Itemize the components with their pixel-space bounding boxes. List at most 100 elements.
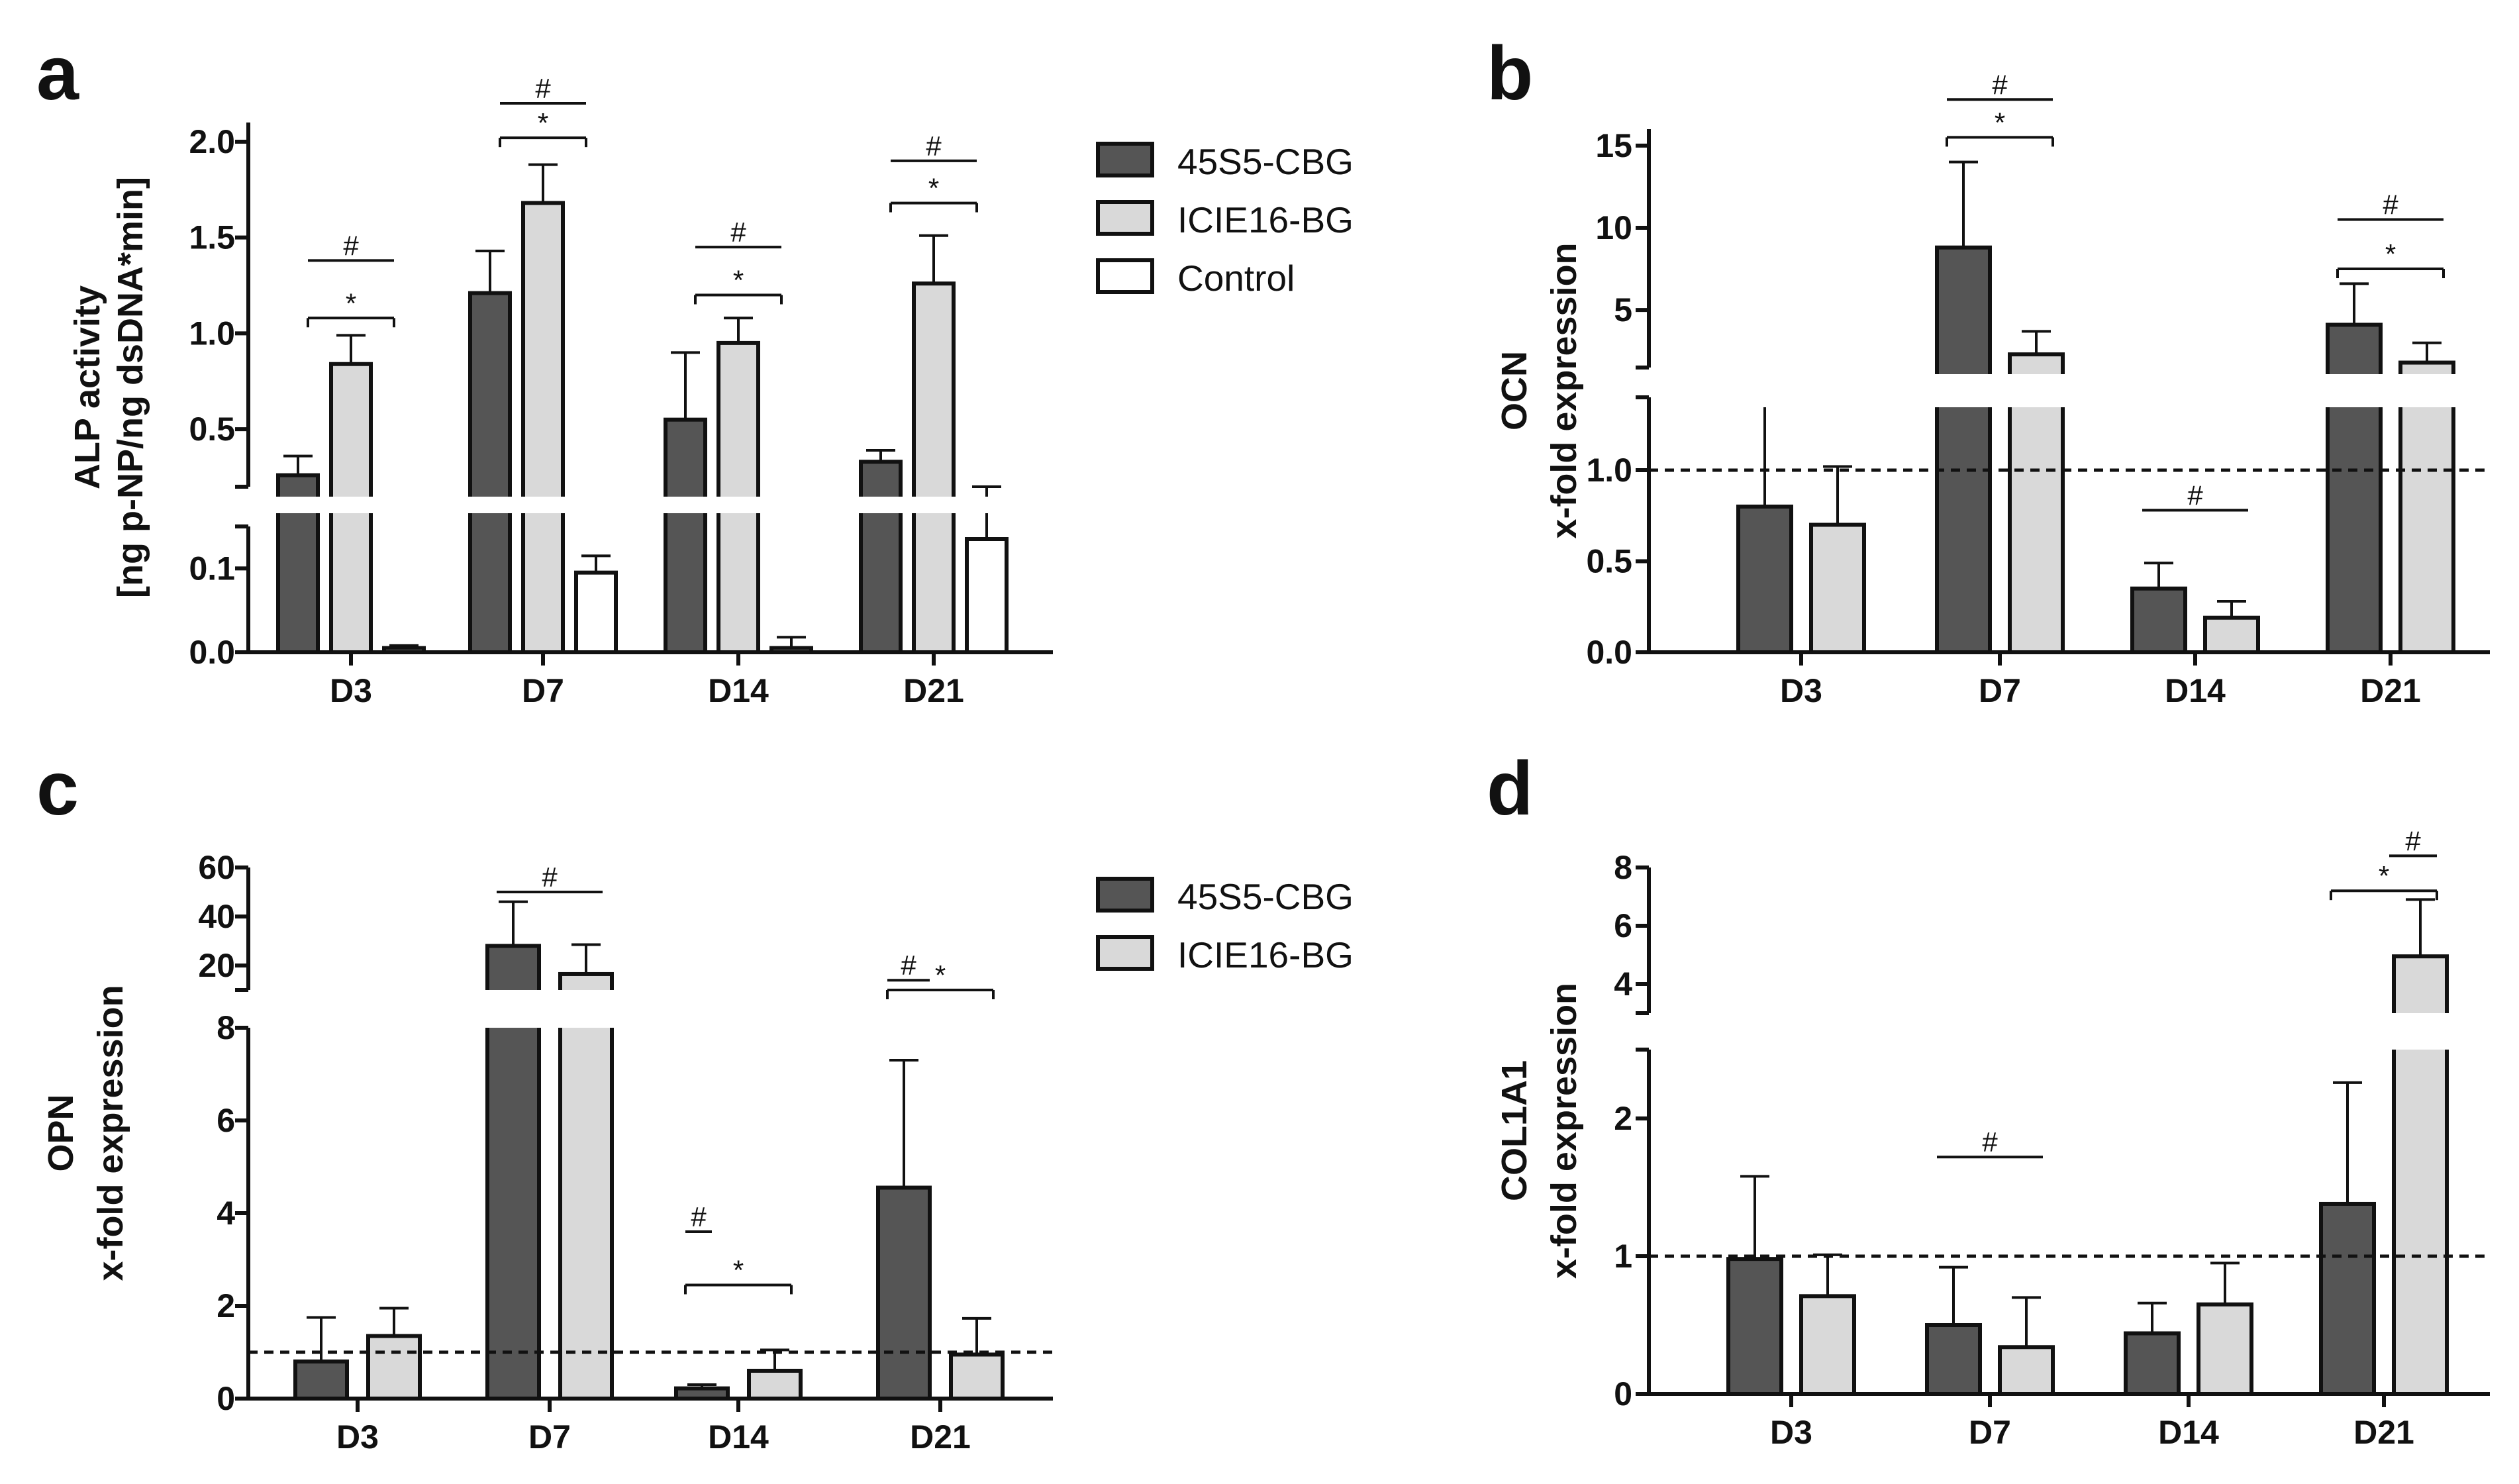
panel-letter: c [36,746,79,831]
legend-label: ICIE16-BG [1177,199,1354,240]
bar [1736,505,1793,654]
bar [558,971,614,1401]
y-tick-label: 2 [1614,1100,1632,1137]
x-tick-label: D3 [330,672,372,709]
bar [521,201,565,655]
significance-symbol: * [346,287,356,319]
x-tick-label: D7 [522,672,564,709]
x-tick-label: D21 [2353,1414,2414,1451]
legend-label: Control [1177,258,1295,299]
legend-top: 45S5-CBG ICIE16-BG Control [1096,141,1354,299]
bar [664,417,707,654]
bar [859,460,903,654]
x-tick-label: D21 [903,672,964,709]
significance-symbol: # [2405,825,2421,856]
legend-swatch [1096,142,1154,177]
y-tick-label: 0.0 [189,634,235,671]
y-axis-label: x-fold expression [1544,983,1584,1279]
panel-c: c D3 D7 D14 D21 0 2 4 6 8 20 40 60 OPN x-fold expressi… [36,746,1066,1456]
y-tick-label: 40 [198,898,235,935]
y-tick-label: 6 [1614,907,1632,944]
bar [1935,245,1992,654]
significance-symbol: # [542,862,558,893]
x-tick-label: D7 [528,1418,571,1456]
y-tick-label: 10 [1595,209,1632,246]
panel-letter: d [1487,746,1533,831]
bar [1809,522,1866,654]
y-axis-label: x-fold expression [1544,242,1584,538]
y-tick-label: 15 [1595,127,1632,164]
y-tick-label: 0.5 [189,411,235,448]
bar [965,537,1009,654]
bar [1998,1345,2055,1397]
y-tick-label: 6 [217,1102,235,1139]
panel-d: d D3 D7 D14 D21 0 1 2 4 6 8 COL1A1 x-fold expression… [1487,746,2503,1451]
bar [912,281,956,654]
y-axis-label: [ng p-NP/ng dsDNA*min] [111,177,150,598]
y-tick-label: 2.0 [189,123,235,160]
significance-symbol: * [2379,860,2389,891]
axis-break-gap [235,497,1066,513]
bar [2197,1302,2253,1397]
x-tick-label: D21 [2360,672,2421,709]
bar [2326,322,2383,654]
y-tick-label: 2 [217,1287,235,1324]
y-tick-label: 20 [198,947,235,984]
x-tick-label: D14 [2165,672,2226,709]
legend-label: 45S5-CBG [1177,876,1354,917]
bar [293,1360,349,1401]
y-axis-label: ALP activity [68,285,107,489]
x-tick-label: D3 [1770,1414,1812,1451]
y-axis-label: x-fold expression [91,985,130,1281]
significance-symbol: # [2187,480,2203,511]
bar [1726,1257,1783,1397]
y-tick-label: 0 [1614,1375,1632,1412]
significance-symbol: * [733,1255,744,1286]
legend-label: ICIE16-BG [1177,934,1354,975]
significance-symbol: # [901,950,916,981]
axis-break-gap [1636,374,2503,407]
x-tick-label: D7 [1979,672,2021,709]
axis-break-gap [1636,1013,2503,1050]
significance-symbol: # [2383,189,2398,221]
legend-swatch [1096,935,1154,971]
y-axis-label: OPN [41,1094,81,1171]
y-tick-label: 0.5 [1586,543,1632,580]
panel-letter: b [1487,31,1533,116]
panel-a: a D3 D7 D14 D21 0.0 0.1 0.5 1.0 1.5 2.0 ALP activit… [36,31,1066,709]
bar [2124,1331,2181,1396]
y-tick-label: 1.0 [189,315,235,352]
significance-symbol: # [343,230,359,261]
x-tick-label: D14 [708,1418,769,1456]
x-tick-label: D3 [1780,672,1822,709]
bar [1799,1294,1856,1396]
significance-symbol: * [538,107,548,138]
bar [2203,615,2260,654]
axis-break-gap [235,990,1066,1028]
significance-symbol: * [2385,238,2396,270]
x-tick-label: D21 [910,1418,971,1456]
legend-swatch [1096,200,1154,236]
y-tick-label: 8 [217,1009,235,1046]
y-tick-label: 4 [217,1195,235,1232]
legend-swatch [1096,258,1154,294]
significance-symbol: * [935,960,946,991]
legend-bottom: 45S5-CBG ICIE16-BG [1096,876,1354,975]
y-axis-label: OCN [1495,351,1534,430]
significance-symbol: # [730,217,746,248]
y-tick-label: 5 [1614,291,1632,328]
panel-b: b D3 D7 D14 D21 0.0 0.5 1.0 5 10 15 OCN x-fold expre… [1487,31,2503,709]
bar [949,1352,1005,1401]
y-tick-label: 60 [198,849,235,886]
panel-letter: a [36,31,79,116]
significance-symbol: # [1992,69,2008,100]
bar [2130,586,2187,654]
bar [2319,1201,2376,1396]
y-tick-label: 1.5 [189,219,235,256]
significance-symbol: * [928,173,939,204]
significance-symbol: * [733,265,744,296]
legend-label: 45S5-CBG [1177,141,1354,182]
significance-symbol: # [1982,1126,1998,1158]
y-tick-label: 0 [217,1380,235,1417]
